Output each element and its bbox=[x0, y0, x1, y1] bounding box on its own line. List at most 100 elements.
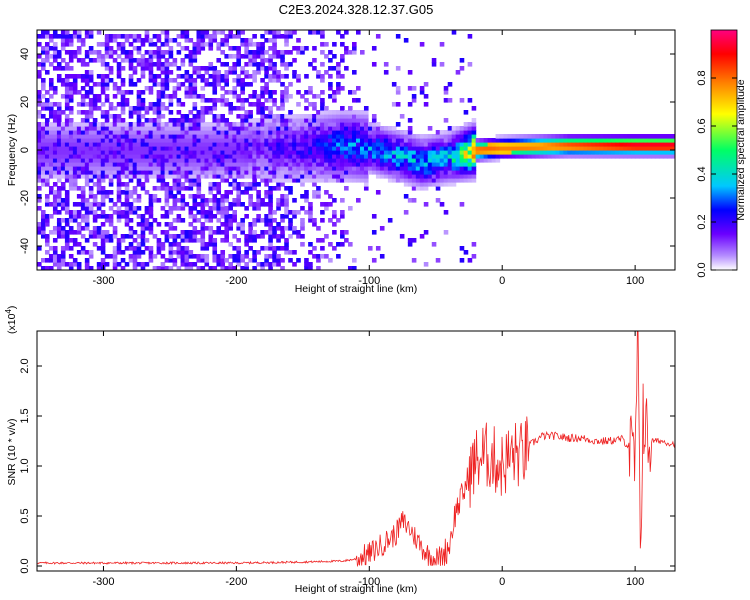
spectrogram-cell bbox=[212, 246, 218, 251]
spectrogram-cell bbox=[340, 114, 345, 119]
spectrogram-cell bbox=[371, 158, 377, 163]
spectrogram-cell bbox=[252, 54, 257, 59]
spectrogram-cell bbox=[116, 142, 122, 147]
spectrogram-cell bbox=[196, 130, 202, 135]
spectrogram-cell bbox=[579, 134, 584, 139]
spectrogram-cell bbox=[140, 186, 146, 191]
spectrogram-cell bbox=[268, 186, 273, 191]
spectrogram-cell bbox=[160, 266, 166, 270]
spectrogram-cell bbox=[348, 90, 353, 95]
spectrogram-cell bbox=[76, 122, 82, 127]
spectrogram-cell bbox=[80, 122, 86, 127]
spectrogram-cell bbox=[280, 58, 285, 63]
spectrogram-cell bbox=[84, 138, 90, 143]
spectrogram-cell bbox=[427, 174, 433, 179]
spectrogram-cell bbox=[244, 42, 249, 47]
spectrogram-cell bbox=[375, 142, 381, 147]
spectrogram-cell bbox=[168, 174, 174, 179]
spectrogram-cell bbox=[507, 134, 513, 139]
spectrogram-cell bbox=[292, 198, 297, 203]
colorbar-ticks: 0.00.20.40.60.8 bbox=[696, 70, 737, 278]
spectrogram-cell bbox=[52, 102, 58, 107]
spectrogram-cell bbox=[256, 142, 261, 147]
spectrogram-cell bbox=[272, 174, 277, 179]
spectrogram-cell bbox=[316, 118, 321, 123]
spectrogram-cell bbox=[419, 154, 425, 159]
spectrogram-cell bbox=[455, 154, 461, 159]
spectrogram-cell bbox=[180, 138, 186, 143]
spectrogram-cell bbox=[37, 206, 42, 211]
spectrogram-cell bbox=[356, 166, 361, 171]
spectrogram-cell bbox=[383, 70, 389, 75]
spectrogram-cell bbox=[232, 178, 237, 183]
spectrogram-cell bbox=[188, 182, 194, 187]
spectrogram-cell bbox=[76, 242, 82, 247]
spectrogram-cell bbox=[296, 230, 301, 235]
spectrogram-cell bbox=[208, 138, 214, 143]
spectrogram-cell bbox=[272, 166, 277, 171]
spectrogram-cell bbox=[128, 90, 134, 95]
spectrogram-cell bbox=[64, 82, 70, 87]
spectrogram-cell bbox=[547, 150, 552, 155]
spectrogram-cell bbox=[160, 154, 166, 159]
spectrogram-cell bbox=[244, 266, 249, 270]
spectrogram-cell bbox=[216, 30, 222, 35]
spectrogram-cell bbox=[627, 154, 632, 159]
spectrogram-cell bbox=[48, 86, 54, 91]
spectrogram-cell bbox=[268, 210, 273, 215]
spectrogram-cell bbox=[447, 150, 453, 155]
spectrogram-cell bbox=[427, 166, 433, 171]
spectrogram-cell bbox=[651, 142, 656, 147]
spectrogram-cell bbox=[148, 214, 154, 219]
spectrogram-cell bbox=[212, 158, 218, 163]
spectrogram-cell bbox=[68, 262, 74, 267]
spectrogram-cell bbox=[367, 158, 373, 163]
spectrogram-cell bbox=[248, 182, 253, 187]
spectrogram-cell bbox=[60, 234, 66, 239]
spectrogram-cell bbox=[108, 106, 114, 111]
spectrogram-cell bbox=[419, 162, 425, 167]
spectrogram-cell bbox=[76, 226, 82, 231]
spectrogram-cell bbox=[328, 154, 333, 159]
spectrogram-cell bbox=[44, 142, 50, 147]
spectrogram-cell bbox=[64, 118, 70, 123]
spectrogram-cell bbox=[260, 86, 265, 91]
spectrogram-cell bbox=[208, 122, 214, 127]
spectrogram-cell bbox=[68, 90, 74, 95]
spectrogram-cell bbox=[272, 130, 277, 135]
spectrogram-cell bbox=[639, 154, 644, 159]
spectrogram-cell bbox=[527, 142, 533, 147]
spectrogram-cell bbox=[88, 138, 94, 143]
spectrogram-cell bbox=[188, 86, 194, 91]
spectrogram-cell bbox=[112, 210, 118, 215]
spectrogram-cell bbox=[312, 174, 317, 179]
spectrogram-cell bbox=[503, 142, 509, 147]
spectrogram-cell bbox=[140, 238, 146, 243]
spectrogram-cell bbox=[320, 146, 325, 151]
spectrogram-cell bbox=[304, 210, 309, 215]
spectrogram-cell bbox=[100, 74, 106, 79]
spectrogram-cell bbox=[156, 106, 162, 111]
spectrogram-cell bbox=[304, 90, 309, 95]
snr-scale-close: ) bbox=[6, 306, 18, 310]
spectrogram-cell bbox=[152, 146, 158, 151]
spectrogram-cell bbox=[607, 142, 612, 147]
spectrogram-cell bbox=[419, 174, 425, 179]
spectrogram-cell bbox=[216, 138, 222, 143]
spectrogram-cell bbox=[387, 154, 393, 159]
spectrogram-cell bbox=[104, 150, 110, 155]
spectrogram-cell bbox=[37, 98, 42, 103]
spectrogram-cell bbox=[64, 262, 70, 267]
spectrogram-cell bbox=[511, 154, 517, 159]
spectrogram-cell bbox=[260, 110, 265, 115]
spectrogram-cell bbox=[272, 90, 277, 95]
spectrogram-cell bbox=[120, 162, 126, 167]
spectrogram-cell bbox=[164, 258, 170, 263]
spectrogram-cell bbox=[395, 122, 401, 127]
spectrogram-cell bbox=[507, 142, 513, 147]
spectrogram-cell bbox=[172, 126, 178, 131]
spectrogram-cell bbox=[100, 170, 106, 175]
spectrogram-cell bbox=[100, 262, 106, 267]
spectrogram-cell bbox=[124, 210, 130, 215]
spectrogram-cell bbox=[104, 138, 110, 143]
